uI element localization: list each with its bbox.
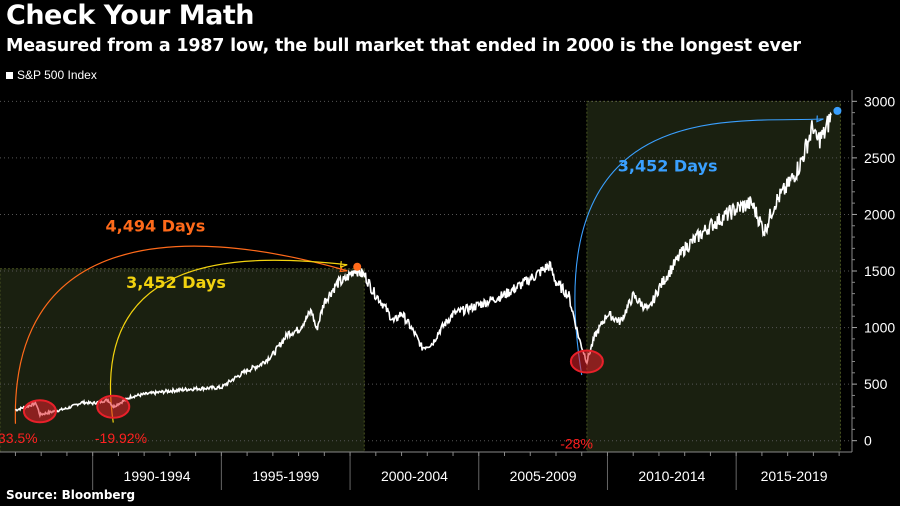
series-line xyxy=(14,111,833,419)
y-axis: 0 500 1000 1500 2000 2500 3000 xyxy=(851,90,895,452)
peak-dot-blue xyxy=(833,106,842,115)
x-tick-label: 2000-2004 xyxy=(381,468,448,484)
y-tick-label: 2500 xyxy=(864,150,895,166)
legend-swatch xyxy=(6,71,13,79)
y-tick-label: 1000 xyxy=(864,320,895,336)
orange-arc xyxy=(14,245,348,424)
x-tick-label: 2015-2019 xyxy=(761,468,828,484)
series-sp500 xyxy=(14,111,833,419)
y-tick-label: 1500 xyxy=(864,263,895,279)
x-tick-label: 2005-2009 xyxy=(510,468,577,484)
blue-arc xyxy=(574,118,824,376)
chart-title: Check Your Math xyxy=(6,0,255,31)
low-circle xyxy=(22,399,57,424)
source-note: Source: Bloomberg xyxy=(6,488,136,502)
drawdown-label: -19.92% xyxy=(95,430,147,446)
annotation-labels: 4,494 Days 3,452 Days 3,452 Days -33.5% -19.… xyxy=(0,156,717,451)
bull-market-shading xyxy=(0,100,841,453)
annotation-arcs xyxy=(14,115,824,424)
legend: S&P 500 Index xyxy=(6,68,97,82)
low-circle xyxy=(569,349,604,374)
duration-label: 4,494 Days xyxy=(106,216,206,235)
x-tick-label: 2010-2014 xyxy=(638,468,705,484)
chart-subtitle: Measured from a 1987 low, the bull marke… xyxy=(6,36,801,56)
bull-market-shade xyxy=(0,268,365,453)
y-tick-label: 0 xyxy=(864,433,872,449)
duration-label: 3,452 Days xyxy=(126,273,226,292)
x-axis: 1990-1994 1995-1999 2000-2004 2005-2009 2010… xyxy=(0,451,852,490)
y-tick-label: 500 xyxy=(864,376,888,392)
y-tick-label: 3000 xyxy=(864,93,895,109)
arrow-head xyxy=(816,115,824,123)
x-tick-label: 1995-1999 xyxy=(252,468,319,484)
low-circle xyxy=(96,394,131,419)
yellow-arc xyxy=(110,259,348,423)
bull-market-shade xyxy=(586,100,841,453)
x-tick-label: 1990-1994 xyxy=(124,468,191,484)
legend-label: S&P 500 Index xyxy=(17,68,97,82)
markers xyxy=(22,106,842,424)
duration-label: 3,452 Days xyxy=(618,156,718,175)
drawdown-label: -28% xyxy=(560,436,593,452)
arrow-head xyxy=(339,261,348,269)
drawdown-label: -33.5% xyxy=(0,430,38,446)
y-tick-label: 2000 xyxy=(864,206,895,222)
arrow-head xyxy=(339,265,348,273)
peak-dot-orange xyxy=(353,262,362,271)
